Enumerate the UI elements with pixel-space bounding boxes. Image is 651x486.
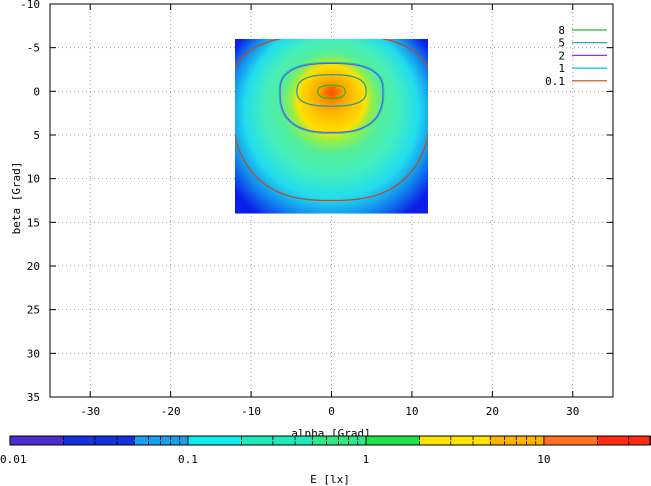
colorbar-segment <box>241 436 313 445</box>
y-tick-label: 15 <box>27 216 40 229</box>
y-tick-label: 25 <box>27 304 40 317</box>
x-tick-label: -10 <box>241 405 261 418</box>
colorbar-label: E [lx] <box>310 473 350 486</box>
colorbar: 0.01 0.1 1 10 <box>0 435 651 466</box>
colorbar-segment <box>365 436 420 445</box>
x-tick-label: 10 <box>405 405 418 418</box>
colorbar-segment <box>134 436 188 445</box>
x-tick-label: 0 <box>328 405 335 418</box>
y-axis-label: beta [Grad] <box>10 162 23 235</box>
colorbar-tick-label: 1 <box>363 453 370 466</box>
x-tick-label: -20 <box>161 405 181 418</box>
legend-label-1: 1 <box>558 62 565 75</box>
x-tick-label: -30 <box>80 405 100 418</box>
contour-5 <box>296 74 367 107</box>
y-tick-label: 20 <box>27 260 40 273</box>
legend-label-2: 2 <box>558 49 565 62</box>
y-tick-label: 0 <box>33 85 40 98</box>
x-tick-label: 30 <box>566 405 579 418</box>
y-tick-label: 5 <box>33 129 40 142</box>
colorbar-segment <box>543 436 598 445</box>
contour-0.1 <box>234 38 429 202</box>
colorbar-segment <box>63 436 135 445</box>
contour-8 <box>317 84 346 99</box>
colorbar-segment <box>490 436 544 445</box>
colorbar-segment <box>312 436 366 445</box>
y-tick-label: 10 <box>27 173 40 186</box>
colorbar-segment <box>187 436 242 445</box>
contour-1 <box>278 61 385 134</box>
colorbar-tick-label: 10 <box>537 453 550 466</box>
contour-2 <box>279 62 384 134</box>
x-tick-label: 20 <box>486 405 499 418</box>
contour-lines <box>234 38 429 202</box>
y-tick-label: -10 <box>20 0 40 11</box>
colorbar-tick-label: 0.1 <box>178 453 198 466</box>
legend-label-0.1: 0.1 <box>545 75 565 88</box>
y-tick-label: 35 <box>27 391 40 404</box>
colorbar-segment <box>597 436 651 445</box>
colorbar-segment <box>419 436 491 445</box>
y-tick-label: -5 <box>27 42 40 55</box>
colorbar-tick-label: 0.01 <box>0 453 27 466</box>
heatmap-field <box>234 38 429 214</box>
heatmap <box>234 38 429 214</box>
legend-label-5: 5 <box>558 37 565 50</box>
colorbar-segment <box>10 436 64 445</box>
y-tick-label: 30 <box>27 347 40 360</box>
legend-label-8: 8 <box>558 24 565 37</box>
